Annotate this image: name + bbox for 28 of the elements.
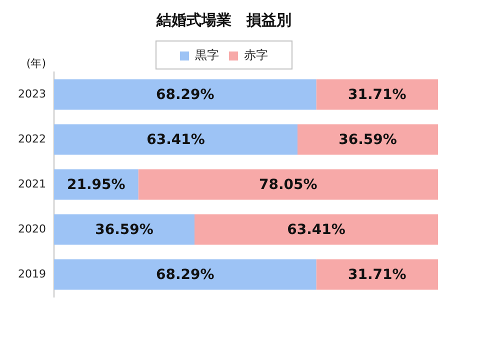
bar [54, 124, 298, 155]
bar [54, 214, 194, 245]
data-label: 21.95% [66, 177, 126, 194]
y-axis-title: (年) [26, 56, 46, 70]
bar [54, 259, 316, 290]
data-label: 63.41% [287, 222, 346, 238]
data-label: 68.29% [156, 87, 214, 104]
legend-label: 赤字 [244, 48, 268, 62]
data-label: 31.71% [348, 87, 406, 104]
data-label: 63.41% [146, 132, 205, 148]
y-tick-label: 2019 [18, 267, 46, 280]
legend-label: 黒字 [195, 48, 219, 62]
y-tick-label: 2021 [18, 177, 46, 190]
data-label: 68.29% [156, 267, 214, 284]
chart-title: 結婚式場業 損益別 [156, 10, 292, 29]
bar [138, 169, 438, 200]
data-label: 78.05% [258, 177, 318, 194]
bar [316, 259, 438, 290]
bar [54, 79, 316, 110]
y-tick-label: 2020 [18, 222, 46, 236]
data-label: 36.59% [95, 222, 154, 238]
bar [297, 124, 438, 155]
y-tick-label: 2022 [18, 132, 46, 146]
bar [194, 214, 438, 245]
y-tick-label: 2023 [18, 87, 46, 100]
data-label: 36.59% [338, 132, 397, 148]
bar [316, 79, 438, 110]
data-label: 31.71% [348, 267, 406, 284]
